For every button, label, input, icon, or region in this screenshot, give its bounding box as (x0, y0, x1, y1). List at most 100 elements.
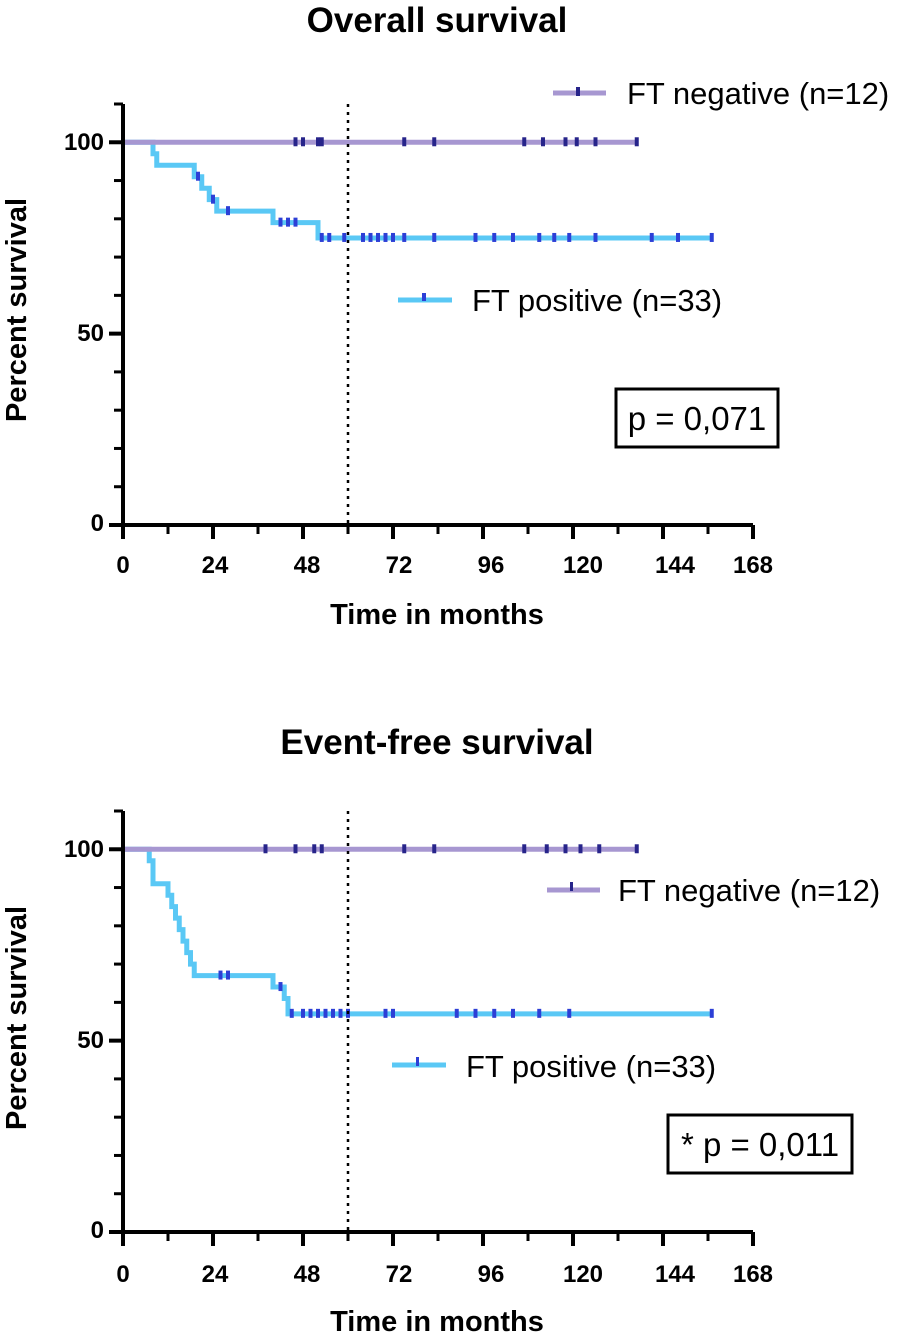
y-tick-label-0: 0 (91, 510, 104, 537)
censor-mark-ft-positive (226, 206, 230, 216)
x-tick-label-168: 168 (733, 1261, 773, 1288)
p-value-box: p = 0,071 (614, 387, 780, 449)
survival-curve-ft-positive (123, 139, 712, 241)
censor-mark-ft-positive (226, 970, 230, 980)
censor-mark-ft-positive (319, 232, 324, 242)
y-axis-title: Percent survival (1, 906, 33, 1130)
censor-mark-ft-negative (563, 844, 568, 854)
censor-mark-ft-positive (331, 1008, 335, 1018)
censor-mark-ft-negative (522, 137, 527, 147)
x-tick-label-144: 144 (655, 552, 696, 579)
x-tick-label-96: 96 (478, 552, 505, 579)
censor-mark-ft-positive (196, 171, 200, 181)
censor-mark-ft-negative (597, 844, 602, 854)
x-tick-label-72: 72 (386, 1261, 413, 1288)
x-tick-label-0: 0 (116, 1261, 129, 1288)
legend-label-ft-positive: FT positive (n=33) (472, 283, 722, 318)
censor-mark-ft-positive (709, 232, 714, 242)
censor-mark-ft-negative (578, 844, 583, 854)
x-tick-label-96: 96 (478, 1261, 505, 1288)
censor-mark-ft-positive (402, 232, 407, 242)
censor-mark-ft-positive (492, 1008, 497, 1018)
censor-mark-ft-negative (634, 844, 639, 854)
legend-marker-ft-positive (416, 1057, 419, 1066)
censor-mark-ft-positive (293, 217, 298, 227)
x-tick-label-24: 24 (202, 1261, 229, 1288)
legend-ft-negative: FT negative (n=12) (547, 873, 880, 908)
censor-mark-ft-positive (383, 232, 388, 242)
x-tick-label-48: 48 (294, 1261, 321, 1288)
censor-mark-ft-negative (541, 137, 545, 147)
x-axis-title: Time in months (330, 599, 544, 631)
censor-mark-ft-negative (301, 137, 305, 147)
censor-mark-ft-negative (312, 844, 317, 854)
censor-mark-ft-positive (454, 1008, 459, 1018)
censor-mark-ft-negative (316, 137, 320, 147)
censor-mark-ft-negative (402, 137, 407, 147)
censor-mark-ft-negative (293, 844, 298, 854)
censor-mark-ft-positive (383, 1008, 388, 1018)
censor-mark-ft-negative (593, 137, 598, 147)
censor-mark-ft-negative (263, 844, 268, 854)
plot-area (123, 137, 714, 242)
y-tick-labels: 100 50 0 (64, 129, 104, 537)
x-tick-labels: 0 24 48 72 96 120 144 168 (116, 1261, 773, 1288)
x-tick-labels: 0 24 48 72 96 120 144 168 (116, 552, 773, 579)
censor-mark-ft-positive (567, 1008, 572, 1018)
censor-mark-ft-positive (308, 1008, 313, 1018)
chart-title: Event-free survival (280, 723, 593, 762)
censor-mark-ft-negative (634, 137, 639, 147)
censor-mark-ft-positive (537, 232, 542, 242)
censor-mark-ft-negative (544, 844, 549, 854)
censor-mark-ft-negative (574, 137, 579, 147)
legend-ft-positive: FT positive (n=33) (392, 1049, 716, 1084)
legend-ft-negative: FT negative (n=12) (553, 76, 889, 111)
x-tick-label-168: 168 (733, 552, 773, 579)
event-free-survival-panel: Event-free survival 100 50 0 0 24 48 72 … (1, 723, 880, 1338)
censor-mark-ft-positive (278, 982, 283, 992)
p-value-box: * p = 0,011 (666, 1113, 854, 1175)
p-value-label: p = 0,071 (628, 400, 767, 437)
x-axis-title: Time in months (330, 1306, 544, 1338)
x-tick-label-72: 72 (386, 552, 413, 579)
censor-mark-ft-positive (432, 232, 437, 242)
p-value-label: * p = 0,011 (681, 1126, 839, 1163)
censor-mark-ft-positive (511, 232, 515, 242)
censor-mark-ft-positive (391, 1008, 395, 1018)
censor-mark-ft-positive (511, 1008, 515, 1018)
censor-mark-ft-positive (323, 1008, 328, 1018)
x-axis-ticks (121, 1232, 755, 1246)
censor-mark-ft-positive (327, 232, 332, 242)
censor-mark-ft-positive (391, 232, 395, 242)
censor-mark-ft-negative (563, 137, 568, 147)
censor-mark-ft-positive (289, 1008, 294, 1018)
overall-survival-panel: Overall survival 100 50 0 0 24 48 72 96 … (1, 1, 889, 631)
censor-mark-ft-positive (709, 1008, 714, 1018)
censor-mark-ft-positive (286, 217, 290, 227)
censor-mark-ft-negative (522, 844, 527, 854)
x-axis-ticks (121, 525, 755, 539)
x-tick-label-0: 0 (116, 552, 129, 579)
censor-mark-ft-positive (338, 1008, 343, 1018)
y-axis-ticks (109, 809, 123, 1234)
p-value-border (614, 387, 780, 449)
censor-mark-ft-positive (316, 1008, 320, 1018)
censor-mark-ft-positive (552, 232, 557, 242)
x-tick-label-48: 48 (294, 552, 321, 579)
legend-ft-positive: FT positive (n=33) (398, 283, 722, 318)
y-tick-label-50: 50 (77, 1027, 104, 1054)
censor-mark-ft-positive (211, 194, 215, 204)
censor-mark-ft-positive (537, 1008, 542, 1018)
x-tick-label-120: 120 (563, 552, 603, 579)
censor-mark-ft-negative (319, 137, 324, 147)
x-tick-label-120: 120 (563, 1261, 603, 1288)
y-axis-title: Percent survival (1, 198, 33, 422)
censor-mark-ft-positive (593, 232, 598, 242)
plot-area (123, 844, 714, 1018)
censor-mark-ft-positive (676, 232, 680, 242)
censor-mark-ft-positive (218, 970, 223, 980)
legend-label-ft-negative: FT negative (n=12) (627, 76, 889, 111)
chart-title: Overall survival (307, 1, 568, 40)
censor-mark-ft-negative (319, 844, 324, 854)
